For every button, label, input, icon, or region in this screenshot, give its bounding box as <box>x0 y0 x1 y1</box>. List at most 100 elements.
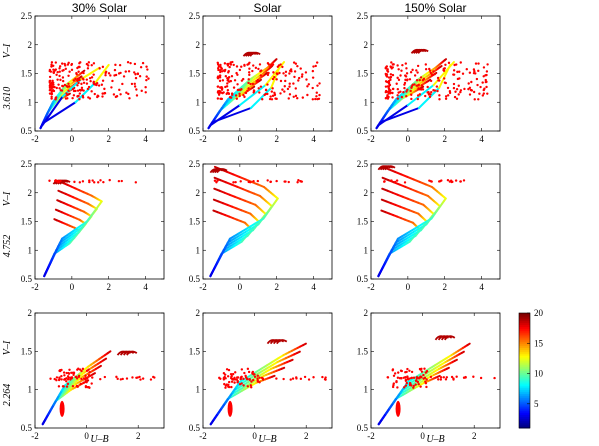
observed-point <box>264 88 268 92</box>
observed-point <box>452 69 456 72</box>
y-tick-label: 2 <box>364 308 369 318</box>
y-tick-label: 1.5 <box>21 69 33 79</box>
x-axis-label: U–B <box>426 434 444 445</box>
observed-point <box>296 181 299 184</box>
track-segment <box>213 187 221 192</box>
observed-point <box>259 74 263 77</box>
x-axis-label: U–B <box>258 434 276 445</box>
colorbar-swatch <box>519 368 530 371</box>
observed-point <box>403 386 406 389</box>
observed-point <box>429 375 433 379</box>
observed-point <box>78 368 82 371</box>
observed-point <box>269 95 272 98</box>
observed-point <box>92 73 95 76</box>
observed-point <box>227 380 231 384</box>
observed-point <box>451 180 454 184</box>
observed-point <box>67 89 70 92</box>
track-segment <box>436 374 441 378</box>
observed-point <box>251 372 254 375</box>
observed-point <box>55 73 58 76</box>
track-segment <box>379 107 420 124</box>
observed-point <box>224 386 227 389</box>
observed-point <box>230 375 233 379</box>
observed-point <box>428 179 431 182</box>
observed-point <box>452 73 455 76</box>
observed-point <box>61 69 64 72</box>
x-tick-label: 4 <box>143 282 148 292</box>
observed-point <box>476 83 479 87</box>
observed-point <box>296 97 299 100</box>
observed-point <box>412 384 415 388</box>
observed-point <box>405 95 408 98</box>
observed-point <box>88 371 91 374</box>
observed-point <box>84 377 87 380</box>
y-tick-label: 1.5 <box>189 69 201 79</box>
observed-point <box>52 71 55 75</box>
observed-point <box>436 76 440 80</box>
colorbar-swatch <box>519 420 530 423</box>
observed-point <box>454 90 457 93</box>
observed-point <box>48 75 52 79</box>
observed-point <box>66 85 69 89</box>
observed-point <box>318 82 321 85</box>
observed-point <box>138 375 141 379</box>
turnoff-hook <box>272 339 285 345</box>
track-segment <box>381 412 388 420</box>
observed-point <box>405 67 408 70</box>
observed-point <box>77 367 80 370</box>
observed-point <box>58 377 61 380</box>
observed-point <box>256 374 259 377</box>
observed-point <box>98 67 101 70</box>
observed-point <box>79 382 82 386</box>
x-tick-label: 2 <box>136 431 141 441</box>
x-tick-label: -2 <box>367 134 375 144</box>
colorbar-swatch <box>519 380 530 383</box>
observed-point <box>425 378 428 381</box>
observed-point <box>234 94 238 97</box>
colorbar-swatch <box>519 326 530 329</box>
observed-point <box>301 96 305 99</box>
observed-point <box>386 69 389 72</box>
track-segment <box>230 183 239 188</box>
observed-point <box>297 178 300 182</box>
observed-point <box>264 92 267 96</box>
observed-point <box>88 180 91 184</box>
observed-point <box>256 179 260 183</box>
observed-point <box>452 378 455 381</box>
observed-point <box>425 385 428 389</box>
observed-point <box>447 61 451 65</box>
observed-point <box>96 95 99 99</box>
observed-point <box>314 64 317 68</box>
observed-point <box>80 86 84 90</box>
observed-point <box>396 97 400 100</box>
turnoff-hook <box>123 350 135 356</box>
observed-point <box>386 376 390 379</box>
observed-point <box>416 64 420 68</box>
track-segment <box>434 360 442 367</box>
observed-point <box>428 69 432 72</box>
observed-point <box>225 92 228 96</box>
observed-point <box>135 88 138 91</box>
observed-point <box>420 375 423 379</box>
observed-point <box>270 90 274 93</box>
observed-point <box>458 70 461 73</box>
observed-point <box>108 178 111 182</box>
y-tick-label: 0.5 <box>357 423 369 433</box>
observed-point <box>58 67 61 70</box>
observed-point <box>72 79 75 82</box>
observed-point <box>396 88 400 91</box>
observed-point <box>430 180 433 183</box>
observed-point <box>258 63 262 66</box>
observed-point <box>384 89 388 93</box>
observed-point <box>62 371 66 374</box>
observed-point <box>72 87 75 90</box>
observed-point <box>233 381 236 384</box>
track-segment <box>400 173 409 178</box>
observed-point <box>459 61 462 64</box>
observed-point <box>424 94 427 98</box>
observed-point <box>485 80 488 84</box>
observed-point <box>241 77 245 81</box>
track-segment <box>280 366 286 370</box>
observed-point <box>64 67 67 71</box>
observed-point <box>383 180 386 183</box>
